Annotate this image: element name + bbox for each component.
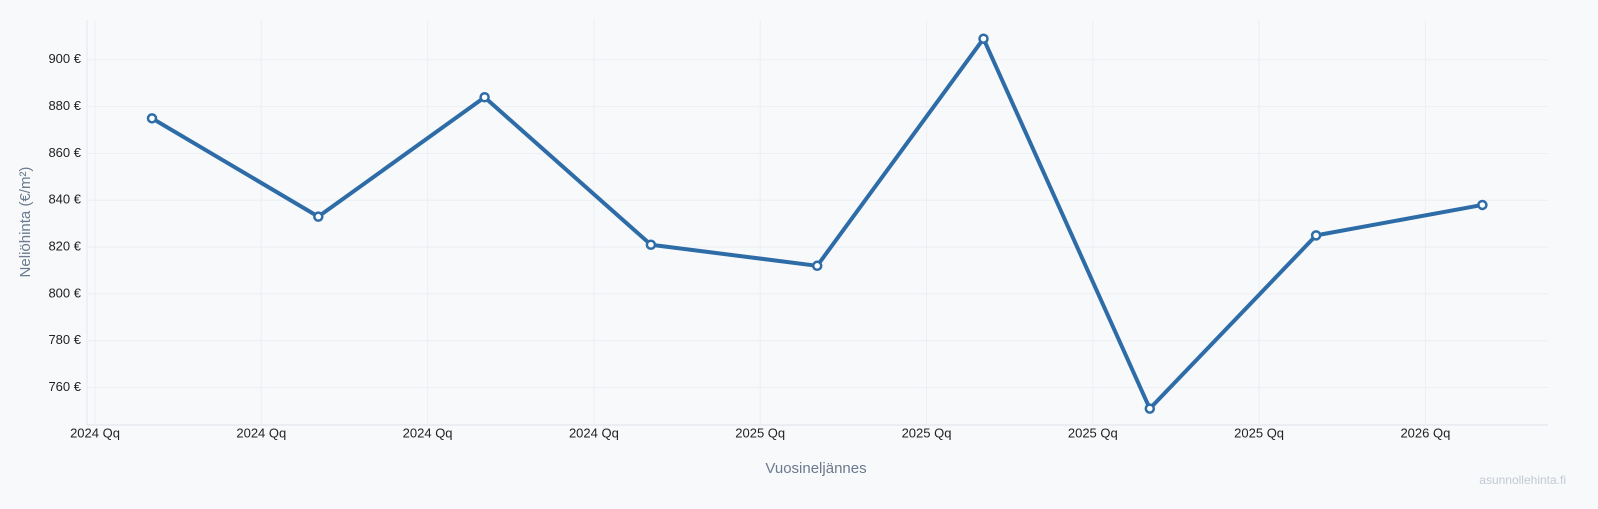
x-axis-title: Vuosineljännes (765, 460, 866, 477)
point (645, 239, 657, 250)
point (1477, 199, 1488, 211)
point (146, 113, 158, 124)
y-tick-label: 860 € (48, 145, 81, 160)
point (811, 260, 823, 272)
point (1310, 230, 1322, 241)
x-tick-label: 2024 Qq (70, 425, 120, 440)
y-tick-label: 800 € (48, 285, 81, 300)
y-tick-label: 780 € (48, 332, 81, 347)
line (150, 36, 1483, 411)
x-tick-label: 2024 Qq (236, 425, 286, 440)
x-tick-label: 2024 Qq (403, 425, 453, 440)
x-tick-label: 2025 Qq (902, 425, 952, 440)
y-tick-label: 760 € (48, 379, 81, 394)
y-tick-label: 840 € (48, 192, 81, 207)
y-tick-label: 900 € (48, 51, 81, 66)
y-tick-label: 820 € (48, 239, 81, 254)
point (479, 92, 490, 103)
x-tick-label: 2025 Qq (735, 425, 785, 440)
y-axis-title: Neliöhinta (€/m²) (17, 167, 34, 278)
x-tick-label: 2026 Qq (1400, 425, 1450, 440)
x-tick-label: 2025 Qq (1234, 425, 1284, 440)
point (978, 33, 989, 44)
point (313, 211, 324, 222)
watermark: asunnollehinta.fi (1479, 473, 1566, 487)
x-tick-label: 2025 Qq (1068, 425, 1118, 440)
x-tick-label: 2024 Qq (569, 425, 619, 440)
y-tick-label: 880 € (48, 98, 81, 113)
point (1144, 403, 1156, 414)
